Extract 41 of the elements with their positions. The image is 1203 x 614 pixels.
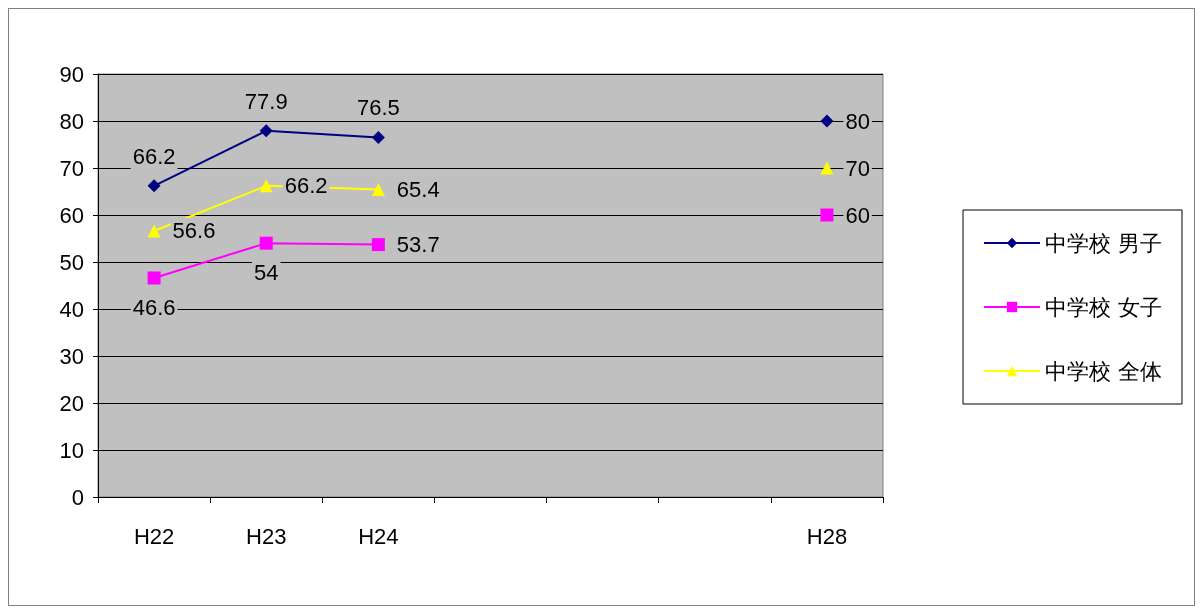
point [371,238,385,252]
point [259,179,273,193]
point [371,130,385,144]
data-label: 66.2 [132,143,176,169]
x-tick-label: H22 [133,523,175,549]
point [371,183,385,197]
data-label: 54 [253,260,279,286]
point [820,114,834,128]
data-label: 60 [845,202,870,228]
y-tick-label: 90 [59,61,84,87]
data-label: 53.7 [396,232,440,258]
y-tick-label: 0 [71,484,84,510]
legend-label: 中学校 女子 [1045,294,1163,320]
y-tick-label: 60 [59,202,84,228]
point [147,271,161,285]
x-tick-label: H23 [246,523,287,549]
y-tick-label: 40 [59,296,84,322]
y-tick-label: 80 [59,108,84,134]
y-tick-label: 20 [59,390,84,416]
x-tick-label: H24 [358,523,399,549]
data-label: 76.5 [356,95,400,121]
data-label: 66.2 [284,173,328,199]
legend-label: 中学校 全体 [1045,358,1163,384]
data-label: 77.9 [244,88,288,114]
x-tick-label: H28 [806,523,848,549]
y-tick-label: 10 [59,437,84,463]
legend-label: 中学校 男子 [1045,230,1163,256]
data-label: 56.6 [172,218,216,244]
data-label: 80 [845,108,870,134]
y-tick-label: 30 [59,343,84,369]
point [259,124,273,138]
data-label: 65.4 [396,177,440,203]
point [147,179,161,193]
point [147,224,161,238]
point [259,236,273,250]
y-tick-label: 50 [59,249,84,275]
point [820,161,834,175]
data-label: 70 [845,155,870,181]
data-label: 46.6 [132,294,176,320]
y-tick-label: 70 [59,155,84,181]
point [820,208,834,222]
